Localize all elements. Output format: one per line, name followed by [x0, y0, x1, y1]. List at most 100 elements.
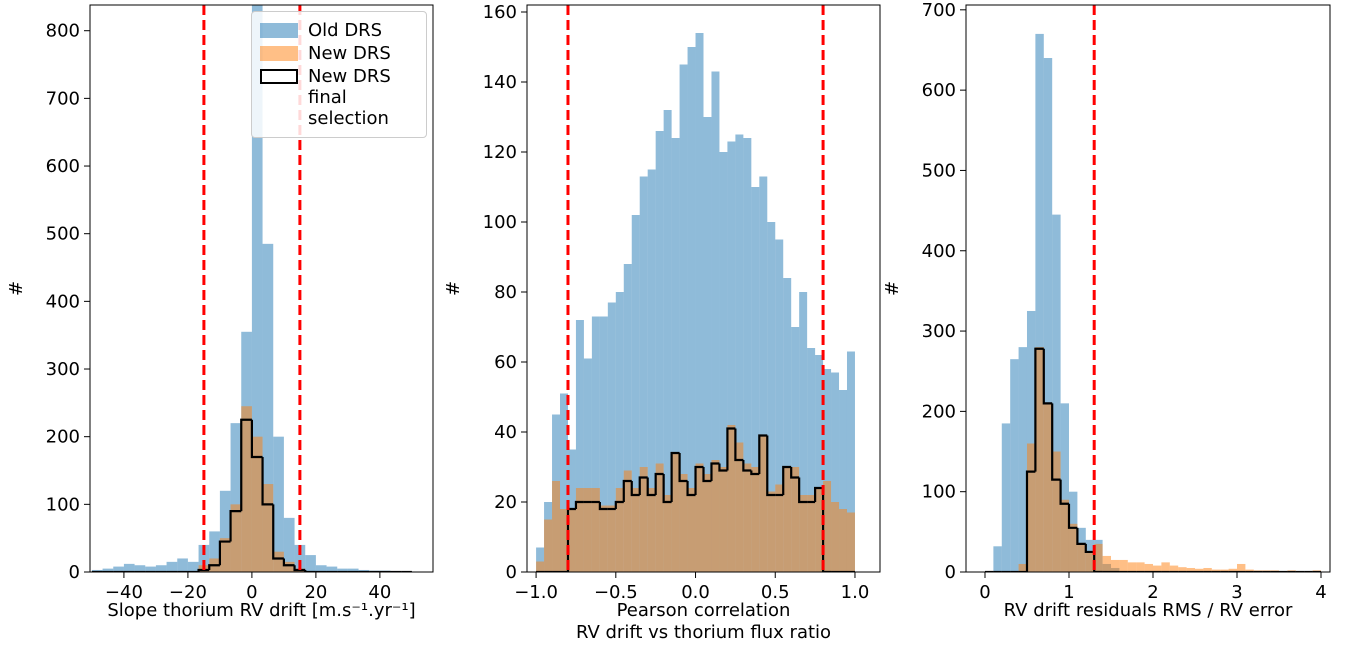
bar [560, 393, 568, 572]
bar [262, 243, 274, 572]
plot-area [984, 33, 1322, 572]
y-tick-label: 0 [69, 562, 80, 583]
bar [615, 292, 624, 572]
y-axis-label: # [443, 281, 464, 296]
step-segment [240, 418, 252, 512]
plot-area [536, 33, 855, 572]
bar [839, 509, 847, 572]
bar [735, 134, 744, 572]
bar [993, 546, 1002, 572]
bar [599, 316, 608, 572]
step-segment [250, 419, 263, 459]
bar [719, 467, 728, 572]
bar [1060, 403, 1069, 572]
bar [663, 110, 672, 572]
bar [560, 509, 568, 572]
step-segment [686, 481, 696, 497]
y-tick-label: 0 [506, 562, 517, 583]
bar [1119, 559, 1128, 572]
x-tick-label: 20 [304, 582, 327, 603]
step-segment [1084, 543, 1095, 554]
bar [326, 566, 338, 572]
bar [544, 519, 553, 572]
legend: Old DRS New DRS New DRS final selection [251, 11, 427, 138]
x-axis-label: Pearson correlation [617, 600, 791, 621]
bar [607, 302, 616, 572]
bar [703, 474, 712, 572]
bar [1152, 565, 1162, 572]
bar [663, 495, 672, 572]
bar [1043, 403, 1053, 572]
bar [219, 538, 231, 572]
bar [791, 467, 800, 572]
bar [823, 481, 832, 572]
bar [145, 566, 156, 572]
bar [1203, 567, 1212, 572]
bar [187, 561, 199, 572]
legend-label: Old DRS [308, 20, 383, 41]
bar [315, 565, 327, 572]
bar [831, 502, 840, 572]
bar [1136, 562, 1145, 572]
y-tick-label: 700 [922, 0, 956, 21]
step-segment [798, 477, 808, 504]
step-segment [646, 477, 656, 497]
bar [273, 436, 284, 572]
bar [1052, 451, 1061, 572]
bar [839, 390, 847, 572]
x-axis-label: RV drift vs thorium flux ratio [576, 622, 831, 643]
x-tick-label: −1.0 [514, 582, 558, 603]
bar [1110, 559, 1120, 572]
axes-frame [526, 4, 881, 573]
bar [591, 316, 600, 572]
bar [113, 566, 124, 572]
bar [337, 568, 348, 572]
bar [639, 176, 648, 572]
step-segment [1034, 347, 1044, 472]
bar [219, 490, 231, 572]
step-segment [726, 427, 736, 471]
y-tick-label: 500 [46, 224, 80, 245]
bar [743, 138, 752, 572]
bar [623, 470, 632, 572]
bar [1010, 359, 1019, 572]
bar [552, 481, 561, 572]
y-tick-label: 140 [483, 72, 517, 93]
bar [647, 488, 656, 572]
step-segment [208, 564, 220, 570]
y-tick-label: 20 [494, 492, 517, 513]
step-segment [710, 462, 720, 481]
bar [647, 169, 656, 572]
bar [655, 131, 664, 572]
bar [198, 544, 210, 572]
bar [1085, 551, 1095, 572]
step-segment [622, 479, 632, 502]
bar [807, 348, 816, 572]
bar [294, 544, 306, 572]
legend-entry: Old DRS [260, 20, 418, 41]
x-tick-label: 0.5 [761, 582, 790, 603]
y-tick-label: 80 [494, 282, 517, 303]
step-segment [702, 467, 712, 483]
bar [671, 453, 680, 572]
bar [1026, 443, 1036, 572]
y-tick-label: 700 [46, 88, 80, 109]
bar [251, 5, 263, 572]
axes-frame [89, 4, 434, 573]
y-tick-label: 120 [483, 142, 517, 163]
y-tick-label: 100 [483, 212, 517, 233]
bar [727, 425, 736, 572]
bar [711, 460, 720, 572]
bar [1035, 33, 1044, 572]
bar [1077, 543, 1086, 572]
bar [759, 176, 768, 572]
step-segment [630, 481, 640, 497]
bar [1060, 499, 1069, 572]
y-tick-label: 600 [922, 80, 956, 101]
y-tick-label: 500 [922, 160, 956, 181]
bar [703, 117, 712, 572]
bar [815, 355, 824, 572]
bar [639, 467, 648, 572]
bar [846, 351, 855, 572]
